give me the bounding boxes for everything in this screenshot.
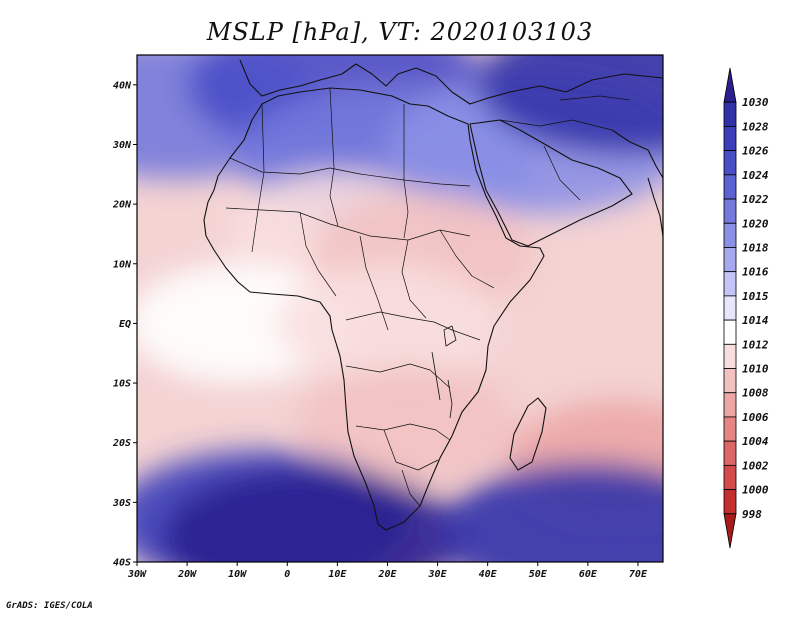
europe-coast xyxy=(239,59,663,105)
colorbar-label: 1014 xyxy=(742,314,769,327)
colorbar-label: 998 xyxy=(742,508,762,521)
colorbar-swatch xyxy=(723,150,737,176)
lakes xyxy=(431,325,457,419)
colorbar-label: 1012 xyxy=(742,338,769,351)
colorbar-swatch xyxy=(723,247,737,273)
x-tick-label: 70E xyxy=(629,569,648,580)
grads-credit: GrADS: IGES/COLA xyxy=(6,601,93,611)
y-tick-label: 10N xyxy=(113,259,132,270)
map-title: MSLP [hPa], VT: 2020103103 xyxy=(206,18,594,46)
colorbar-swatch xyxy=(723,126,737,152)
colorbar-swatch xyxy=(723,295,737,321)
colorbar-label: 1015 xyxy=(742,290,769,303)
pressure-field xyxy=(137,55,663,562)
colorbar-swatch xyxy=(723,343,737,369)
y-tick-label: 40S xyxy=(113,558,131,569)
x-tick-label: 60E xyxy=(579,569,598,580)
colorbar-label: 1030 xyxy=(742,96,769,109)
colorbar-swatch xyxy=(723,392,737,418)
colorbar-top-arrow xyxy=(723,67,737,103)
pressure-region-congo-basin xyxy=(277,263,498,384)
y-tick-label: 20N xyxy=(112,200,132,211)
colorbar-swatch xyxy=(723,464,737,490)
x-tick-label: 30E xyxy=(428,569,448,580)
x-tick-label: 10W xyxy=(228,569,247,580)
x-axis: 30W 20W 10W 0 10E 20E 30E 40E 50E 60E 70E xyxy=(127,562,648,580)
colorbar-swatch xyxy=(723,416,737,442)
x-tick-label: 10E xyxy=(328,569,347,580)
colorbar-swatch xyxy=(723,319,737,345)
country-borders xyxy=(225,87,631,507)
pressure-region-south-atlantic-core xyxy=(162,468,463,562)
colorbar-swatch xyxy=(723,222,737,248)
colorbar-swatch xyxy=(723,174,737,200)
colorbar-label: 1008 xyxy=(742,387,769,400)
y-tick-label: 20S xyxy=(112,438,131,449)
colorbar-bottom-arrow xyxy=(723,513,737,549)
colorbar-swatch xyxy=(723,368,737,394)
colorbar-label: 1020 xyxy=(742,217,769,230)
colorbar-swatch xyxy=(723,101,737,127)
coastlines xyxy=(203,59,663,531)
pressure-region-mascarene-high xyxy=(437,462,663,562)
colorbar-label: 1000 xyxy=(742,484,769,497)
colorbar-label: 1016 xyxy=(742,266,769,279)
colorbar-label: 1004 xyxy=(742,435,769,448)
madagascar xyxy=(509,397,547,471)
colorbar-label: 1022 xyxy=(742,193,769,206)
colorbar-swatch xyxy=(723,271,737,297)
colorbar-swatch xyxy=(723,198,737,224)
y-tick-label: 30S xyxy=(112,498,131,509)
plot-frame xyxy=(136,54,664,563)
x-tick-label: 50E xyxy=(529,569,548,580)
india-coast xyxy=(647,177,663,237)
x-tick-label: 20W xyxy=(177,569,197,580)
y-tick-label: 30N xyxy=(112,140,132,151)
pressure-region-central-asia-high xyxy=(477,55,663,155)
colorbar-label: 1006 xyxy=(742,411,769,424)
colorbar-swatch xyxy=(723,489,737,515)
y-tick-label: EQ xyxy=(119,319,131,330)
colorbar-label: 1028 xyxy=(742,120,769,133)
y-axis: 40N 30N 20N 10N EQ 10S 20S 30S 40S xyxy=(112,80,137,569)
colorbar: 1030 1028 1026 1024 1022 1020 1018 1016 1015 1014… xyxy=(723,67,769,549)
arabian-peninsula xyxy=(469,119,633,247)
colorbar-label: 1018 xyxy=(742,241,769,254)
x-tick-label: 30W xyxy=(127,569,147,580)
colorbar-label: 1010 xyxy=(742,363,769,376)
colorbar-swatch xyxy=(723,440,737,466)
asia-coast xyxy=(611,129,663,179)
y-tick-label: 40N xyxy=(113,80,132,91)
colorbar-label: 1024 xyxy=(742,169,769,182)
x-tick-label: 0 xyxy=(284,569,290,580)
colorbar-label: 1026 xyxy=(742,145,769,158)
x-tick-label: 40E xyxy=(479,569,498,580)
x-tick-label: 20E xyxy=(377,569,397,580)
africa-coastline xyxy=(203,87,545,531)
colorbar-label: 1002 xyxy=(742,459,769,472)
y-tick-label: 10S xyxy=(113,379,131,390)
